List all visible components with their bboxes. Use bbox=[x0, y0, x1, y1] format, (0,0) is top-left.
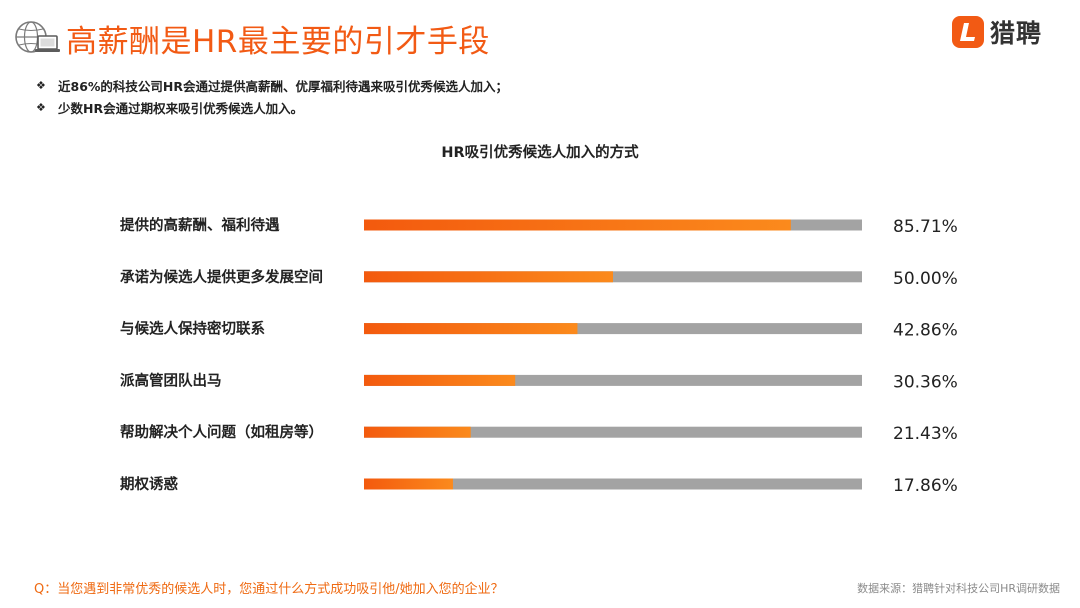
bullet-item: ❖ 少数HR会通过期权来吸引优秀候选人加入。 bbox=[36, 96, 508, 118]
bullet-diamond-icon: ❖ bbox=[36, 78, 46, 92]
value-label: 50.00% bbox=[893, 269, 958, 289]
bullet-diamond-icon: ❖ bbox=[36, 100, 46, 114]
liepin-logo-icon bbox=[952, 16, 984, 48]
chart-title: HR吸引优秀候选人加入的方式 bbox=[441, 145, 639, 161]
bar-track bbox=[364, 323, 862, 335]
bullet-text: 少数HR会通过期权来吸引优秀候选人加入。 bbox=[58, 100, 304, 116]
value-label: 17.86% bbox=[893, 476, 958, 496]
survey-question: Q：当您遇到非常优秀的候选人时，您通过什么方式成功吸引他/她加入您的企业？ bbox=[34, 582, 504, 597]
globe-computer-icon bbox=[15, 21, 60, 53]
bar bbox=[364, 374, 516, 386]
bar bbox=[364, 478, 453, 490]
header: 高薪酬是HR最主要的引才手段 猎聘 bbox=[0, 0, 1080, 62]
data-source: 数据来源：猎聘针对科技公司HR调研数据 bbox=[857, 582, 1060, 595]
page-title: 高薪酬是HR最主要的引才手段 bbox=[66, 24, 490, 60]
bullet-item: ❖ 近86%的科技公司HR会通过提供高薪酬、优厚福利待遇来吸引优秀候选人加入； bbox=[36, 74, 508, 96]
value-label: 42.86% bbox=[893, 321, 958, 341]
value-label: 21.43% bbox=[893, 424, 958, 444]
category-label: 承诺为候选人提供更多发展空间 bbox=[120, 268, 323, 286]
bar bbox=[364, 426, 471, 438]
value-label: 85.71% bbox=[893, 217, 958, 237]
category-label: 与候选人保持密切联系 bbox=[120, 320, 265, 338]
category-label: 期权诱惑 bbox=[120, 475, 178, 493]
brand-name: 猎聘 bbox=[990, 19, 1043, 48]
category-label: 帮助解决个人问题（如租房等） bbox=[120, 423, 323, 441]
bullet-text: 近86%的科技公司HR会通过提供高薪酬、优厚福利待遇来吸引优秀候选人加入； bbox=[58, 78, 509, 94]
bar bbox=[364, 219, 791, 231]
bar bbox=[364, 271, 613, 283]
brand: 猎聘 bbox=[952, 16, 1042, 48]
summary-bullets: ❖ 近86%的科技公司HR会通过提供高薪酬、优厚福利待遇来吸引优秀候选人加入； … bbox=[36, 74, 508, 118]
category-label: 提供的高薪酬、福利待遇 bbox=[120, 216, 280, 234]
bar-track bbox=[364, 374, 862, 386]
value-label: 30.36% bbox=[893, 372, 958, 392]
bar-track bbox=[364, 426, 862, 438]
category-label: 派高管团队出马 bbox=[120, 371, 222, 389]
bar bbox=[364, 323, 578, 335]
bar-track bbox=[364, 478, 862, 490]
